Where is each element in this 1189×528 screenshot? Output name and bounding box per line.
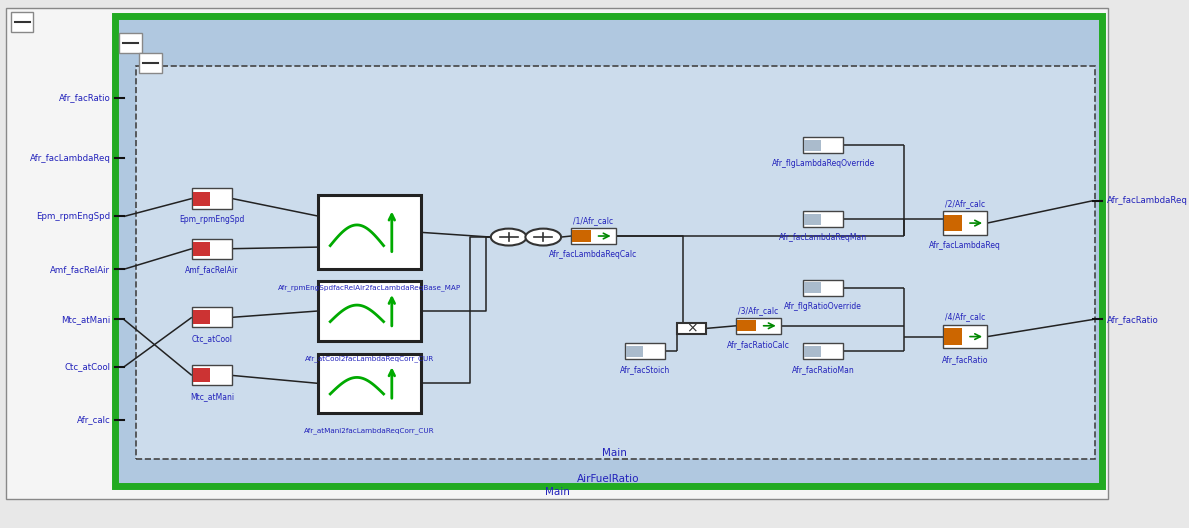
Text: Amf_facRelAir: Amf_facRelAir xyxy=(185,265,239,274)
Text: Ctc_atCool: Ctc_atCool xyxy=(64,362,111,372)
Text: Amf_facRelAir: Amf_facRelAir xyxy=(50,265,111,274)
Text: /1/Afr_calc: /1/Afr_calc xyxy=(573,216,614,225)
Text: Afr_facLambdaReqMan: Afr_facLambdaReqMan xyxy=(779,233,867,242)
FancyBboxPatch shape xyxy=(191,365,232,385)
Circle shape xyxy=(491,229,527,246)
Text: Afr_facLambdaReqCalc: Afr_facLambdaReqCalc xyxy=(549,250,637,259)
Text: /2/Afr_calc: /2/Afr_calc xyxy=(945,199,984,208)
Text: Afr_rpmEngSpdfacRelAir2facLambdaReqBase_MAP: Afr_rpmEngSpdfacRelAir2facLambdaReqBase_… xyxy=(277,284,461,291)
FancyBboxPatch shape xyxy=(736,318,781,334)
FancyBboxPatch shape xyxy=(803,211,843,227)
Text: Main: Main xyxy=(546,487,571,497)
FancyBboxPatch shape xyxy=(624,343,665,359)
FancyBboxPatch shape xyxy=(191,239,232,259)
Text: Afr_facRatioMan: Afr_facRatioMan xyxy=(792,365,855,374)
FancyBboxPatch shape xyxy=(6,8,1108,499)
Text: Afr_calc: Afr_calc xyxy=(76,415,111,425)
FancyBboxPatch shape xyxy=(803,280,843,296)
FancyBboxPatch shape xyxy=(136,66,1095,459)
FancyBboxPatch shape xyxy=(191,188,232,209)
Text: Afr_facLambdaReq: Afr_facLambdaReq xyxy=(1107,196,1188,205)
Text: Afr_atCool2facLambdaReqCorr_CUR: Afr_atCool2facLambdaReqCorr_CUR xyxy=(304,355,434,362)
FancyBboxPatch shape xyxy=(944,215,962,231)
Text: AirFuelRatio: AirFuelRatio xyxy=(577,475,640,484)
Text: /3/Afr_calc: /3/Afr_calc xyxy=(738,306,779,315)
FancyBboxPatch shape xyxy=(193,310,209,324)
Text: /4/Afr_calc: /4/Afr_calc xyxy=(945,313,984,322)
FancyBboxPatch shape xyxy=(943,325,987,348)
Text: Mtc_atMani: Mtc_atMani xyxy=(190,392,234,401)
Text: Afr_facLambdaReq: Afr_facLambdaReq xyxy=(929,241,1001,250)
FancyBboxPatch shape xyxy=(804,213,822,225)
Text: Epm_rpmEngSpd: Epm_rpmEngSpd xyxy=(180,215,245,224)
FancyBboxPatch shape xyxy=(115,16,1102,486)
Text: Main: Main xyxy=(602,448,627,458)
Text: Afr_flgRatioOverride: Afr_flgRatioOverride xyxy=(785,302,862,311)
Text: Afr_flgLambdaReqOverride: Afr_flgLambdaReqOverride xyxy=(772,159,875,168)
Text: Afr_facRatio: Afr_facRatio xyxy=(1107,315,1158,324)
FancyBboxPatch shape xyxy=(193,242,209,256)
FancyBboxPatch shape xyxy=(804,282,822,294)
FancyBboxPatch shape xyxy=(317,354,421,413)
FancyBboxPatch shape xyxy=(804,140,822,151)
FancyBboxPatch shape xyxy=(803,137,843,153)
Text: Afr_atMani2facLambdaReqCorr_CUR: Afr_atMani2facLambdaReqCorr_CUR xyxy=(304,428,434,435)
Text: Afr_facRatio: Afr_facRatio xyxy=(942,355,988,364)
FancyBboxPatch shape xyxy=(571,228,616,244)
FancyBboxPatch shape xyxy=(572,230,591,242)
Text: Afr_facRatioCalc: Afr_facRatioCalc xyxy=(728,340,789,349)
Text: Epm_rpmEngSpd: Epm_rpmEngSpd xyxy=(37,212,111,221)
Text: ×: × xyxy=(686,322,698,335)
FancyBboxPatch shape xyxy=(944,328,962,345)
FancyBboxPatch shape xyxy=(625,345,643,357)
FancyBboxPatch shape xyxy=(119,33,141,53)
Text: Afr_facStoich: Afr_facStoich xyxy=(619,365,669,374)
FancyBboxPatch shape xyxy=(737,320,756,332)
FancyBboxPatch shape xyxy=(943,211,987,235)
FancyBboxPatch shape xyxy=(193,369,209,382)
FancyBboxPatch shape xyxy=(191,307,232,327)
FancyBboxPatch shape xyxy=(803,343,843,359)
Text: Ctc_atCool: Ctc_atCool xyxy=(191,334,232,343)
Text: Mtc_atMani: Mtc_atMani xyxy=(61,315,111,324)
FancyBboxPatch shape xyxy=(804,345,822,357)
FancyBboxPatch shape xyxy=(317,281,421,341)
FancyBboxPatch shape xyxy=(11,12,33,32)
FancyBboxPatch shape xyxy=(139,53,162,73)
FancyBboxPatch shape xyxy=(677,323,706,334)
Text: Afr_facLambdaReq: Afr_facLambdaReq xyxy=(30,154,111,163)
Text: Afr_facRatio: Afr_facRatio xyxy=(58,93,111,102)
FancyBboxPatch shape xyxy=(193,192,209,205)
FancyBboxPatch shape xyxy=(317,195,421,269)
Circle shape xyxy=(526,229,561,246)
